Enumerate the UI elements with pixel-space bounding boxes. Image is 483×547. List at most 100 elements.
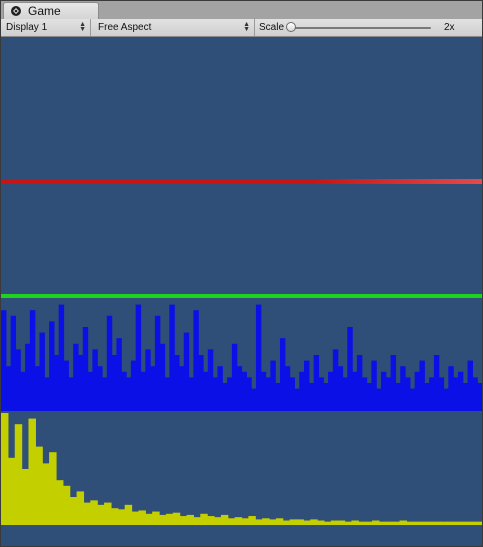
- blue-spectrum-bar: [299, 371, 305, 411]
- yellow-spectrum-bar: [90, 500, 98, 525]
- blue-spectrum-bar: [68, 377, 74, 411]
- scale-slider-track[interactable]: [291, 27, 431, 29]
- yellow-spectrum-bar: [193, 517, 201, 525]
- yellow-spectrum-bar: [69, 497, 78, 525]
- blue-spectrum-bar: [116, 338, 122, 411]
- blue-spectrum-bar: [87, 371, 93, 411]
- aspect-select[interactable]: Free Aspect ▲ ▼: [93, 19, 255, 36]
- yellow-spectrum-bar: [262, 518, 270, 525]
- blue-spectrum-bar: [236, 366, 243, 411]
- game-toolbar: Display 1 ▲ ▼ Free Aspect ▲ ▼ Scale 2x: [1, 19, 482, 37]
- blue-spectrum-bar: [265, 377, 271, 411]
- blue-spectrum-bar: [294, 388, 300, 411]
- yellow-spectrum-bar: [296, 519, 304, 525]
- blue-spectrum: [1, 304, 482, 411]
- yellow-spectrum-bar: [447, 521, 456, 525]
- red-bar: [1, 179, 482, 184]
- yellow-spectrum-bar: [323, 521, 332, 525]
- yellow-spectrum-bar: [234, 517, 243, 525]
- blue-spectrum-bar: [342, 377, 348, 411]
- yellow-spectrum-bar: [104, 502, 112, 525]
- yellow-spectrum-bar: [62, 485, 71, 525]
- yellow-spectrum-bar: [372, 520, 380, 525]
- blue-spectrum-bar: [29, 310, 36, 411]
- blue-spectrum-bar: [462, 383, 469, 411]
- tab-bar: Game: [1, 1, 482, 20]
- scale-slider-thumb[interactable]: [286, 22, 296, 32]
- select-arrows-icon: ▲ ▼: [79, 21, 86, 33]
- yellow-spectrum-bar: [275, 518, 284, 525]
- blue-spectrum-bar: [207, 349, 214, 411]
- blue-spectrum-bar: [77, 355, 84, 411]
- blue-spectrum-bar: [159, 343, 166, 411]
- yellow-spectrum-bar: [179, 516, 188, 525]
- yellow-spectrum-bar: [344, 521, 353, 525]
- blue-spectrum-bar: [231, 343, 238, 411]
- blue-spectrum-bar: [275, 383, 281, 411]
- blue-spectrum-bar: [390, 355, 397, 411]
- blue-spectrum-bar: [323, 383, 329, 411]
- blue-spectrum-bar: [352, 371, 358, 411]
- blue-spectrum-bar: [337, 366, 344, 411]
- blue-spectrum-bar: [433, 355, 440, 411]
- blue-spectrum-bar: [241, 371, 247, 411]
- blue-spectrum-bar: [472, 377, 478, 411]
- blue-spectrum-bar: [453, 377, 459, 411]
- yellow-spectrum-bar: [241, 518, 249, 525]
- blue-spectrum-bar: [328, 371, 334, 411]
- yellow-spectrum-bar: [461, 521, 469, 525]
- yellow-spectrum-bar: [159, 514, 167, 525]
- yellow-spectrum-bar: [186, 514, 194, 525]
- yellow-spectrum-bar: [117, 509, 126, 525]
- tab-game[interactable]: Game: [3, 2, 99, 19]
- blue-spectrum-bar: [361, 377, 368, 411]
- yellow-spectrum-bar: [385, 521, 394, 525]
- blue-spectrum-bar: [203, 371, 209, 411]
- blue-spectrum-bar: [178, 366, 185, 411]
- blue-spectrum-bar: [39, 332, 45, 411]
- blue-spectrum-bar: [260, 371, 267, 411]
- blue-spectrum-bar: [400, 366, 406, 411]
- yellow-spectrum-bar: [14, 424, 23, 525]
- yellow-spectrum-bar: [433, 521, 442, 525]
- yellow-spectrum-bar: [83, 502, 91, 525]
- blue-spectrum-bar: [251, 388, 257, 411]
- yellow-spectrum-bar: [42, 463, 50, 525]
- aspect-select-value: Free Aspect: [98, 22, 152, 33]
- yellow-spectrum-bar: [303, 520, 311, 525]
- blue-spectrum-bar: [448, 366, 454, 411]
- blue-spectrum-bar: [183, 332, 190, 411]
- blue-spectrum-bar: [246, 377, 252, 411]
- blue-spectrum-bar: [82, 327, 89, 411]
- blue-spectrum-bar: [457, 371, 464, 411]
- blue-spectrum-bar: [356, 355, 363, 411]
- blue-spectrum-bar: [467, 360, 473, 411]
- display-select[interactable]: Display 1 ▲ ▼: [1, 19, 91, 36]
- yellow-spectrum-bar: [310, 519, 318, 525]
- blue-spectrum-bar: [198, 355, 204, 411]
- yellow-spectrum-bar: [454, 521, 462, 525]
- blue-spectrum-bar: [424, 383, 430, 411]
- yellow-spectrum-bar: [413, 521, 421, 525]
- blue-spectrum-bar: [73, 343, 79, 411]
- blue-spectrum-bar: [154, 315, 161, 411]
- blue-spectrum-bar: [106, 315, 113, 411]
- blue-spectrum-bar: [414, 371, 421, 411]
- yellow-spectrum-bar: [28, 418, 36, 525]
- yellow-spectrum-bar: [406, 521, 414, 525]
- blue-spectrum-bar: [371, 360, 377, 411]
- game-viewport[interactable]: [1, 37, 482, 546]
- yellow-spectrum-bar: [207, 516, 215, 525]
- blue-spectrum-bar: [140, 371, 146, 411]
- unity-logo-icon: [10, 5, 22, 17]
- blue-spectrum-bar: [318, 377, 324, 411]
- yellow-spectrum-bar: [378, 521, 387, 525]
- yellow-spectrum-bar: [131, 511, 140, 525]
- blue-spectrum-bar: [255, 304, 262, 411]
- blue-spectrum-bar: [409, 388, 416, 411]
- blue-spectrum-bar: [188, 377, 194, 411]
- yellow-spectrum-bar: [227, 518, 236, 525]
- yellow-spectrum-bar: [475, 521, 482, 525]
- yellow-spectrum-bar: [49, 452, 57, 525]
